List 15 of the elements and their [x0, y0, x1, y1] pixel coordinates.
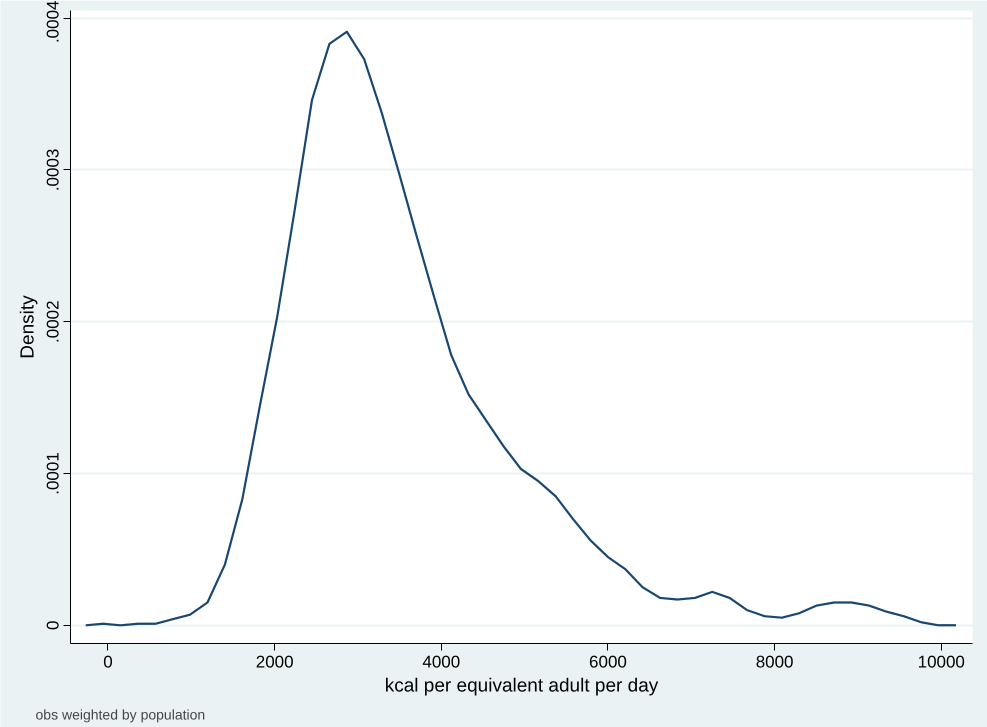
x-tick-label: 0 — [103, 652, 113, 672]
line-series — [84, 30, 958, 626]
text: obs weighted by population — [36, 706, 206, 722]
x-tick-label: 4000 — [422, 652, 460, 672]
x-axis-title: kcal per equivalent adult per day — [384, 676, 659, 696]
x-tick-label: 8000 — [756, 652, 794, 672]
y-tick-label: 0 — [44, 620, 62, 630]
y-axis-title: Density — [18, 294, 38, 359]
y-tick-label: .0003 — [44, 148, 62, 192]
x-tick-label: 2000 — [256, 652, 294, 672]
y-tick-label: .0002 — [44, 300, 62, 343]
y-tick-label: .0001 — [44, 452, 62, 495]
x-tick-label: 6000 — [589, 652, 627, 672]
y-tick-label: .0004 — [44, 0, 62, 44]
x-tick-label: 10000 — [918, 652, 965, 672]
